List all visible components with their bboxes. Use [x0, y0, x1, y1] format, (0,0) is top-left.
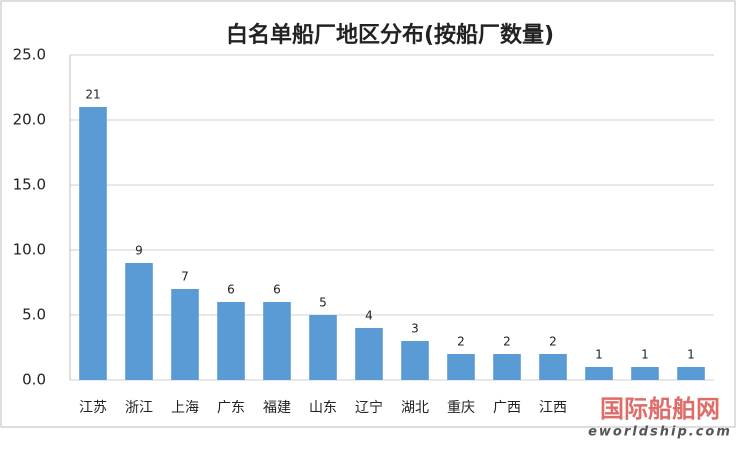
data-label: 1 [595, 348, 603, 362]
data-label: 4 [365, 309, 373, 323]
x-tick-label: 江西 [539, 400, 567, 416]
bar [263, 302, 291, 380]
data-label: 6 [273, 283, 281, 297]
y-tick-label: 10.0 [13, 241, 46, 259]
y-tick-label: 25.0 [13, 46, 46, 64]
data-label: 9 [135, 244, 143, 258]
data-label: 2 [457, 335, 465, 349]
bar [677, 367, 705, 380]
data-label: 7 [181, 270, 189, 284]
watermark: eworldship.com [588, 425, 732, 440]
y-tick-label: 0.0 [22, 371, 46, 389]
data-label: 6 [227, 283, 235, 297]
x-tick-label: 重庆 [447, 400, 475, 416]
bar [447, 354, 475, 380]
bar [171, 289, 199, 380]
bar [309, 315, 337, 380]
x-tick-label: 江苏 [79, 400, 107, 416]
data-label: 21 [85, 88, 100, 102]
x-tick-label: 辽宁 [355, 399, 383, 416]
x-tick-label: 山东 [309, 400, 337, 416]
x-tick-label: 湖北 [401, 400, 429, 416]
bar [631, 367, 659, 380]
x-tick-label: 浙江 [125, 400, 153, 416]
y-tick-label: 15.0 [13, 176, 46, 194]
x-tick-label: 广西 [493, 400, 521, 416]
bar [79, 107, 107, 380]
y-tick-label: 20.0 [13, 111, 46, 129]
bar [217, 302, 245, 380]
bar [125, 263, 153, 380]
data-label: 2 [549, 335, 557, 349]
watermark: 国际船舶网 [600, 395, 720, 423]
chart-title: 白名单船厂地区分布(按船厂数量) [226, 22, 554, 48]
bar [493, 354, 521, 380]
bar [355, 328, 383, 380]
data-label: 1 [641, 348, 649, 362]
x-tick-label: 福建 [263, 400, 291, 416]
data-label: 1 [687, 348, 695, 362]
y-tick-label: 5.0 [22, 306, 46, 324]
x-tick-label: 广东 [217, 400, 245, 416]
bar [585, 367, 613, 380]
data-label: 2 [503, 335, 511, 349]
bar [539, 354, 567, 380]
data-label: 5 [319, 296, 327, 310]
x-tick-label: 上海 [171, 400, 199, 416]
bar [401, 341, 429, 380]
data-label: 3 [411, 322, 419, 336]
